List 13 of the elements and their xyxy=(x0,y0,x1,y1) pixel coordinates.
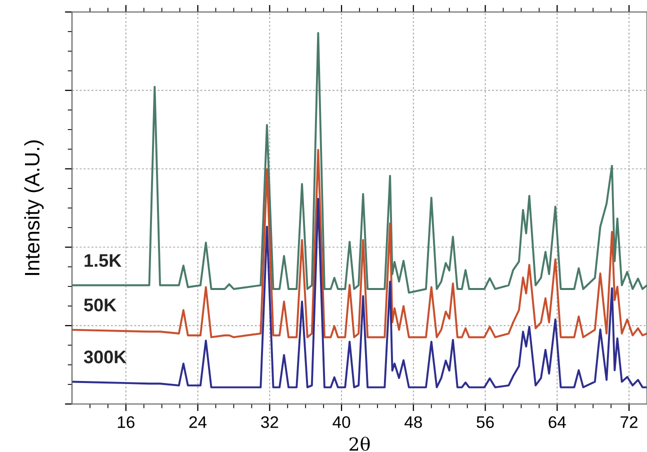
x-tick-label: 40 xyxy=(332,416,350,428)
series-label: 1.5K xyxy=(84,254,122,267)
x-axis-title: 2θ xyxy=(350,436,370,451)
x-tick-label: 16 xyxy=(118,416,134,428)
x-tick-label: 32 xyxy=(261,416,278,428)
x-tick-label: 48 xyxy=(404,416,422,428)
x-tick-label: 56 xyxy=(476,416,494,428)
y-axis-title: Intensity (A.U.) xyxy=(24,140,44,275)
series-label: 50K xyxy=(84,298,116,312)
x-tick-label: 64 xyxy=(548,416,566,428)
series-label: 300K xyxy=(84,350,126,364)
x-tick-label: 24 xyxy=(189,416,207,428)
x-tick-label: 72 xyxy=(620,416,638,428)
